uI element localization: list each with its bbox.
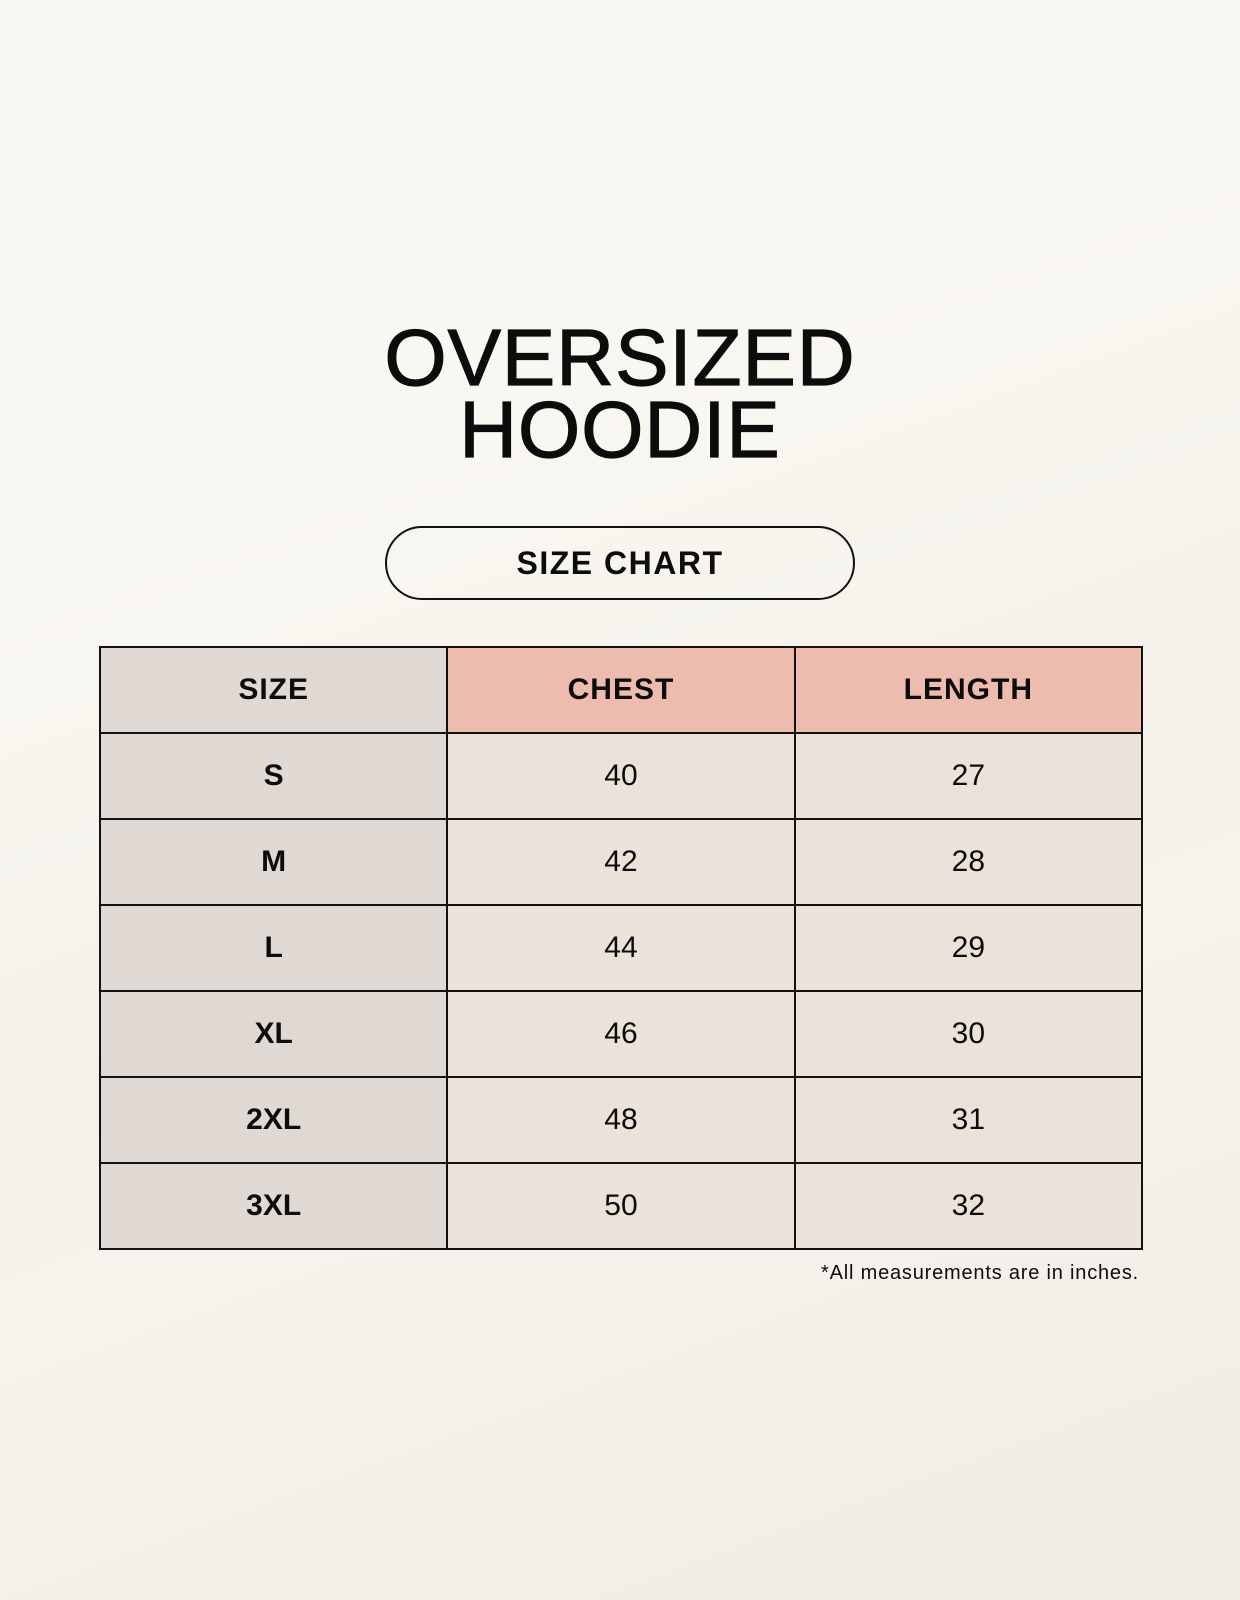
page-title: OVERSIZED HOODIE bbox=[0, 313, 1240, 474]
header-chest: CHEST bbox=[446, 646, 796, 734]
table-row: M 42 28 bbox=[98, 818, 1144, 906]
cell-length: 30 bbox=[793, 990, 1144, 1078]
table-row: 3XL 50 32 bbox=[98, 1162, 1144, 1250]
table-row: 2XL 48 31 bbox=[98, 1076, 1144, 1164]
size-chart-label: SIZE CHART bbox=[385, 526, 855, 600]
title-line-1: OVERSIZED bbox=[384, 313, 856, 402]
table-header-row: SIZE CHEST LENGTH bbox=[98, 646, 1144, 734]
footnote: *All measurements are in inches. bbox=[821, 1262, 1139, 1284]
table-row: XL 46 30 bbox=[98, 990, 1144, 1078]
cell-length: 32 bbox=[793, 1162, 1144, 1250]
cell-size: M bbox=[98, 818, 449, 906]
size-table: SIZE CHEST LENGTH S 40 27 M 42 28 L 44 29 XL 46 30 2… bbox=[98, 646, 1144, 1250]
cell-length: 29 bbox=[793, 904, 1144, 992]
cell-length: 28 bbox=[793, 818, 1144, 906]
header-length: LENGTH bbox=[793, 646, 1144, 734]
cell-chest: 46 bbox=[446, 990, 796, 1078]
cell-chest: 44 bbox=[446, 904, 796, 992]
title-line-2: HOODIE bbox=[459, 385, 781, 474]
cell-chest: 40 bbox=[446, 732, 796, 820]
cell-chest: 48 bbox=[446, 1076, 796, 1164]
cell-length: 27 bbox=[793, 732, 1144, 820]
cell-size: 2XL bbox=[98, 1076, 449, 1164]
cell-size: 3XL bbox=[98, 1162, 449, 1250]
cell-length: 31 bbox=[793, 1076, 1144, 1164]
cell-size: XL bbox=[98, 990, 449, 1078]
cell-size: L bbox=[98, 904, 449, 992]
table-row: S 40 27 bbox=[98, 732, 1144, 820]
table-row: L 44 29 bbox=[98, 904, 1144, 992]
header-size: SIZE bbox=[98, 646, 449, 734]
cell-size: S bbox=[98, 732, 449, 820]
cell-chest: 42 bbox=[446, 818, 796, 906]
cell-chest: 50 bbox=[446, 1162, 796, 1250]
